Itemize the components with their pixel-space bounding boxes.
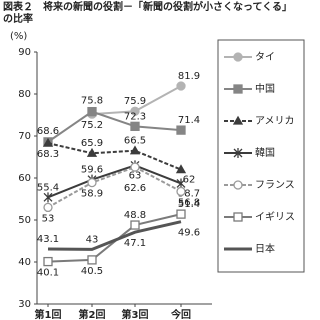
legend-marker	[233, 180, 243, 190]
data-label: 48.8	[124, 210, 146, 221]
legend-label: アメリカ	[255, 115, 295, 127]
y-tick-label: 90	[18, 47, 31, 58]
data-label: 49.6	[178, 228, 200, 239]
point	[176, 125, 186, 135]
x-tick-label: 第2回	[79, 308, 106, 320]
legend-box	[217, 39, 305, 273]
data-label: 63	[129, 170, 142, 181]
point	[86, 147, 98, 157]
series-line	[47, 142, 182, 171]
x-tick-label: 第1回	[35, 308, 62, 320]
legend-label: タイ	[255, 51, 275, 63]
point	[87, 177, 97, 188]
y-tick-label: 50	[18, 215, 31, 226]
point	[42, 137, 54, 147]
data-label: 65.9	[81, 138, 103, 149]
point	[176, 186, 186, 197]
data-label: 59.6	[81, 165, 103, 176]
data-label: 43	[86, 234, 99, 245]
data-label: 43.1	[37, 234, 59, 245]
legend-label: 中国	[255, 82, 275, 95]
series: 53 58.9 62.6 56.8	[42, 162, 200, 224]
legend-marker	[233, 52, 243, 62]
x-tick-label: 今回	[170, 308, 191, 320]
series: 43.1 43 47.1 49.6	[37, 220, 200, 251]
legend-marker	[233, 84, 243, 94]
data-label: 53	[42, 213, 55, 224]
y-tick-label: 60	[18, 173, 31, 184]
legend-label: 韓国	[255, 147, 275, 159]
chart: (%) 30 40 50 60 70 80 90 第1回 第2回 第3回 今回 75.2 75.9 81.…	[10, 31, 305, 320]
point	[43, 202, 53, 213]
y-tick-label: 30	[18, 299, 31, 310]
data-label: 55.4	[37, 182, 59, 193]
page: {"chart_data": {"type": "line", "title":…	[3, 2, 305, 320]
data-label: 62.6	[124, 183, 146, 194]
data-label: 81.9	[178, 71, 200, 82]
point	[130, 220, 140, 230]
data-label: 75.2	[81, 120, 103, 131]
series: 68.6 75.8 72.3 71.4	[37, 96, 200, 147]
series-line	[47, 220, 182, 251]
data-label: 40.5	[81, 266, 103, 277]
series-line	[47, 164, 182, 199]
legend-marker	[232, 115, 244, 125]
series-line	[47, 110, 182, 143]
chart-title: 図表２ 将来の新聞の役割－「新聞の役割が小さくなってくる」の比率	[3, 2, 292, 25]
series: 55.4 59.6 63 58.7	[37, 160, 200, 203]
point	[87, 255, 97, 265]
point	[130, 162, 140, 172]
data-label: 75.9	[124, 96, 146, 107]
y-tick-label: 80	[18, 89, 31, 100]
data-label: 72.3	[124, 111, 146, 122]
data-label: 58.9	[81, 189, 103, 200]
data-label: 56.8	[178, 197, 200, 208]
legend-label: イギリス	[255, 211, 295, 223]
data-label: 66.5	[124, 136, 146, 147]
point	[176, 81, 186, 91]
point	[130, 106, 140, 116]
series: 68.3 65.9 66.5 62	[37, 136, 196, 186]
series-line	[47, 165, 182, 209]
data-label: 71.4	[178, 115, 200, 126]
legend-label: 日本	[255, 242, 275, 255]
data-label: 47.1	[124, 238, 146, 249]
data-label: 40.1	[37, 268, 59, 279]
legend-label: フランス	[255, 179, 295, 191]
point	[130, 121, 140, 131]
data-label: 75.8	[81, 96, 103, 107]
point	[176, 209, 186, 219]
data-label: 68.3	[37, 149, 59, 160]
series: 40.1 40.5 48.8 51.4	[37, 199, 200, 278]
y-tick-label: 40	[18, 257, 31, 268]
point	[175, 164, 187, 174]
data-label: 51.4	[178, 199, 200, 210]
y-axis-label: (%)	[10, 31, 27, 42]
point	[43, 256, 53, 267]
data-label: 62	[183, 175, 196, 186]
point	[129, 145, 141, 155]
y-tick-label: 70	[18, 131, 31, 142]
legend-marker	[233, 148, 243, 158]
x-tick-label: 第3回	[122, 308, 149, 320]
data-label: 58.7	[178, 188, 200, 199]
point	[87, 106, 97, 117]
series-line	[47, 213, 182, 263]
data-label: 68.6	[37, 126, 59, 137]
point	[43, 192, 53, 203]
legend-marker	[233, 212, 243, 222]
